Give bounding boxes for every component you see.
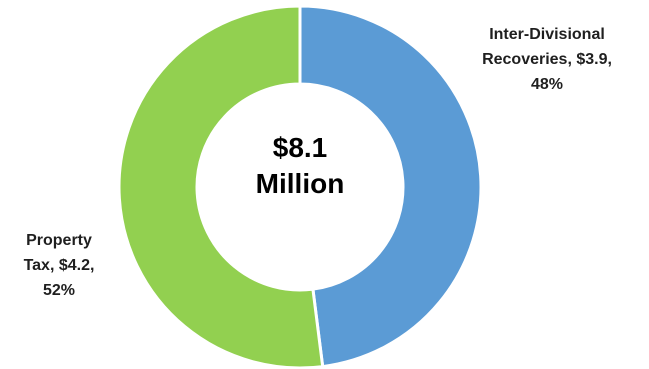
donut-slice-0 — [298, 4, 483, 369]
slice-label-line: Property — [26, 232, 92, 249]
slice-label-property-tax: Property Tax, $4.2, 52% — [4, 228, 114, 303]
center-total-unit: Million — [255, 168, 345, 199]
slice-label-line: 48% — [530, 76, 564, 93]
slice-label-inter-divisional-recoveries: Inter-Divisional Recoveries, $3.9, 48% — [452, 22, 642, 97]
slice-label-line: Tax, $4.2, — [23, 257, 95, 274]
donut-slices — [117, 4, 483, 369]
slice-label-line: Recoveries, $3.9, — [482, 51, 612, 68]
slice-label-line: Inter-Divisional — [489, 26, 605, 43]
donut-slice-1 — [117, 4, 325, 369]
slice-label-line: 52% — [42, 282, 76, 299]
center-total-value: $8.1 — [272, 132, 328, 163]
center-total-label: $8.1 Million — [200, 130, 400, 202]
